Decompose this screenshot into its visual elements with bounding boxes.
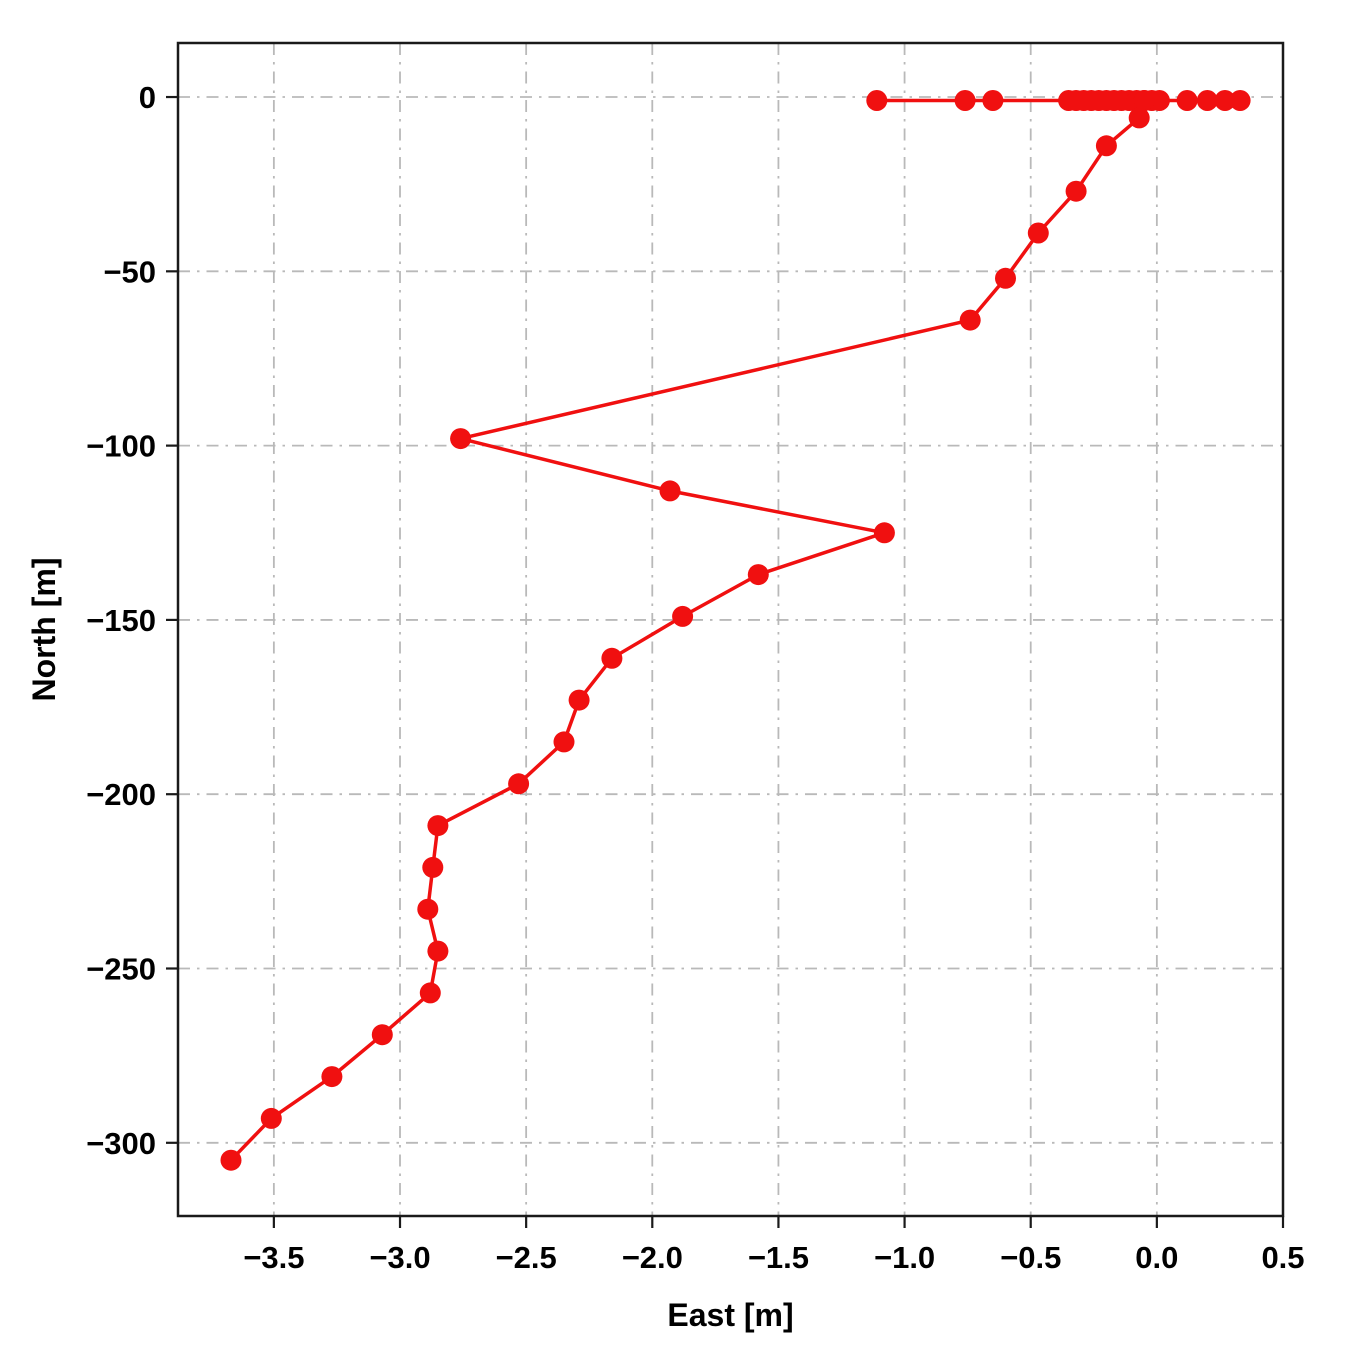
x-tick-label: −2.0: [622, 1240, 683, 1275]
data-point: [982, 90, 1004, 111]
x-tick-label: −3.0: [369, 1240, 430, 1275]
x-tick-label: −1.0: [874, 1240, 935, 1275]
plot-border: [176, 41, 1285, 1218]
x-tick-label: 0.0: [1135, 1240, 1178, 1275]
data-point: [1176, 90, 1198, 111]
data-point: [1133, 90, 1155, 111]
trajectory-line: [229, 98, 1242, 1162]
y-tick-label: −300: [86, 1126, 156, 1161]
data-point: [1065, 180, 1087, 202]
y-tick-label: −50: [103, 254, 156, 289]
data-point: [1095, 135, 1117, 157]
data-point: [601, 647, 623, 669]
x-tick-label: −2.5: [496, 1240, 557, 1275]
y-axis-label: North [m]: [26, 558, 62, 702]
data-point: [659, 480, 681, 502]
x-axis-label: East [m]: [667, 1297, 793, 1333]
data-point: [427, 940, 449, 962]
data-point: [450, 428, 472, 450]
data-point: [954, 90, 976, 111]
data-point: [866, 90, 888, 111]
data-point: [1128, 107, 1150, 129]
data-point: [508, 773, 530, 795]
data-point: [1214, 90, 1236, 111]
data-point: [419, 982, 441, 1004]
data-point: [1148, 90, 1170, 111]
data-point: [959, 309, 981, 331]
data-point: [371, 1024, 393, 1046]
data-point: [873, 522, 895, 544]
data-point: [568, 689, 590, 711]
y-tick-label: −200: [86, 777, 156, 812]
data-point: [417, 898, 439, 920]
data-point: [427, 815, 449, 837]
data-point: [220, 1149, 242, 1171]
data-point: [553, 731, 575, 753]
data-point: [321, 1066, 343, 1088]
y-tick-label: −150: [86, 603, 156, 638]
data-point: [1027, 222, 1049, 244]
data-point: [672, 605, 694, 627]
x-tick-label: −1.5: [748, 1240, 809, 1275]
data-point: [1196, 90, 1218, 111]
x-tick-label: −0.5: [1000, 1240, 1061, 1275]
x-tick-label: −3.5: [243, 1240, 304, 1275]
data-point: [422, 856, 444, 878]
data-point: [747, 564, 769, 586]
y-tick-label: 0: [139, 80, 156, 115]
y-tick-label: −250: [86, 952, 156, 987]
data-point: [1229, 90, 1251, 111]
data-point: [995, 267, 1016, 289]
data-point: [260, 1107, 282, 1129]
x-tick-label: 0.5: [1261, 1240, 1304, 1275]
y-tick-label: −100: [86, 429, 156, 464]
